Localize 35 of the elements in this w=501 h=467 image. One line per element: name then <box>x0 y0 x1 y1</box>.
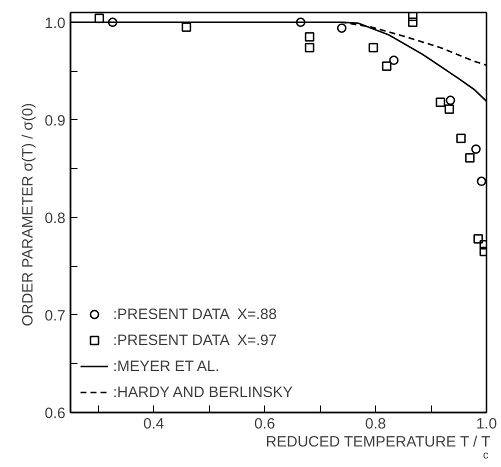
point <box>408 12 418 22</box>
point <box>446 96 456 106</box>
point <box>304 32 314 42</box>
point <box>94 14 104 24</box>
point <box>444 104 454 114</box>
point <box>182 22 192 32</box>
y-tick-label: 1.0 <box>44 14 66 32</box>
x-tick-label: 0.6 <box>254 416 276 432</box>
legend-label: :MEYER ET AL. <box>113 358 220 374</box>
x-axis-title: REDUCED TEMPERATURE T / Tc <box>266 434 490 462</box>
point <box>471 144 481 154</box>
legend-label: :PRESENT DATA X=.97 <box>113 332 277 348</box>
point <box>382 61 392 71</box>
y-axis-title: ORDER PARAMETER σ(T) / σ(0) <box>20 102 37 326</box>
x-tick-label: 0.8 <box>365 416 386 432</box>
point <box>408 18 418 28</box>
point <box>465 153 475 163</box>
y-tick-label: 0.6 <box>44 405 66 422</box>
point <box>296 18 306 27</box>
point <box>368 42 378 52</box>
x-tick-label: 0.4 <box>143 416 164 432</box>
x-tick-label: 1.0 <box>476 416 497 432</box>
point <box>476 176 486 186</box>
point <box>389 56 399 66</box>
point <box>304 42 314 52</box>
point <box>456 134 466 144</box>
y-tick-label: 0.9 <box>44 112 66 130</box>
point <box>436 98 446 108</box>
point <box>473 234 483 244</box>
point <box>336 23 346 33</box>
y-tick-label: 0.7 <box>44 307 66 324</box>
y-tick-label: 0.8 <box>44 210 66 227</box>
legend-label: :PRESENT DATA X=.88 <box>113 306 277 322</box>
point <box>108 18 118 27</box>
legend-label: :HARDY AND BERLINSKY <box>113 384 293 400</box>
